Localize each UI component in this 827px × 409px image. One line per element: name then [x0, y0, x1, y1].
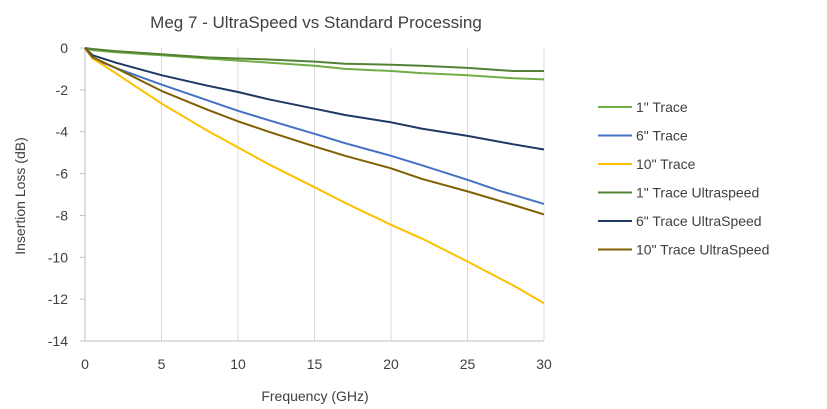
axes: 0 5 10 15 20 25 30 0 -2 -4 -6 -8 -10 -12 -14: [48, 40, 552, 372]
chart-title: Meg 7 - UltraSpeed vs Standard Processin…: [150, 13, 482, 32]
x-tick-label: 10: [230, 356, 246, 372]
legend-label: 10" Trace UltraSpeed: [636, 242, 769, 258]
legend-label: 1" Trace: [636, 99, 688, 115]
gridlines: [161, 48, 545, 341]
x-tick-label: 15: [307, 356, 323, 372]
y-tick-label: -12: [48, 291, 68, 307]
y-tick-label: -6: [56, 166, 69, 182]
y-tick-label: -4: [56, 124, 69, 140]
y-tick-label: -2: [56, 82, 69, 98]
x-axis-title: Frequency (GHz): [261, 388, 368, 404]
x-tick-label: 25: [460, 356, 476, 372]
y-tick-label: -10: [48, 249, 68, 265]
y-tick-label: -14: [48, 333, 68, 349]
x-tick-label: 20: [383, 356, 399, 372]
legend-label: 10" Trace: [636, 156, 696, 172]
series-line: [84, 47, 545, 81]
y-tick-label: -8: [56, 207, 69, 223]
y-axis-title: Insertion Loss (dB): [12, 137, 28, 255]
legend-label: 6" Trace UltraSpeed: [636, 213, 762, 229]
x-tick-label: 30: [536, 356, 552, 372]
legend-label: 6" Trace: [636, 128, 688, 144]
series-line: [84, 47, 545, 216]
series-line: [84, 47, 545, 151]
y-tick-label: 0: [60, 40, 68, 56]
series-lines: [84, 47, 545, 305]
series-line: [84, 47, 544, 72]
legend: 1" Trace 6" Trace 10" Trace 1" Trace Ultras…: [598, 99, 769, 258]
x-tick-label: 5: [158, 356, 166, 372]
x-tick-label: 0: [81, 356, 89, 372]
series-line: [84, 47, 545, 305]
legend-label: 1" Trace Ultraspeed: [636, 185, 759, 201]
